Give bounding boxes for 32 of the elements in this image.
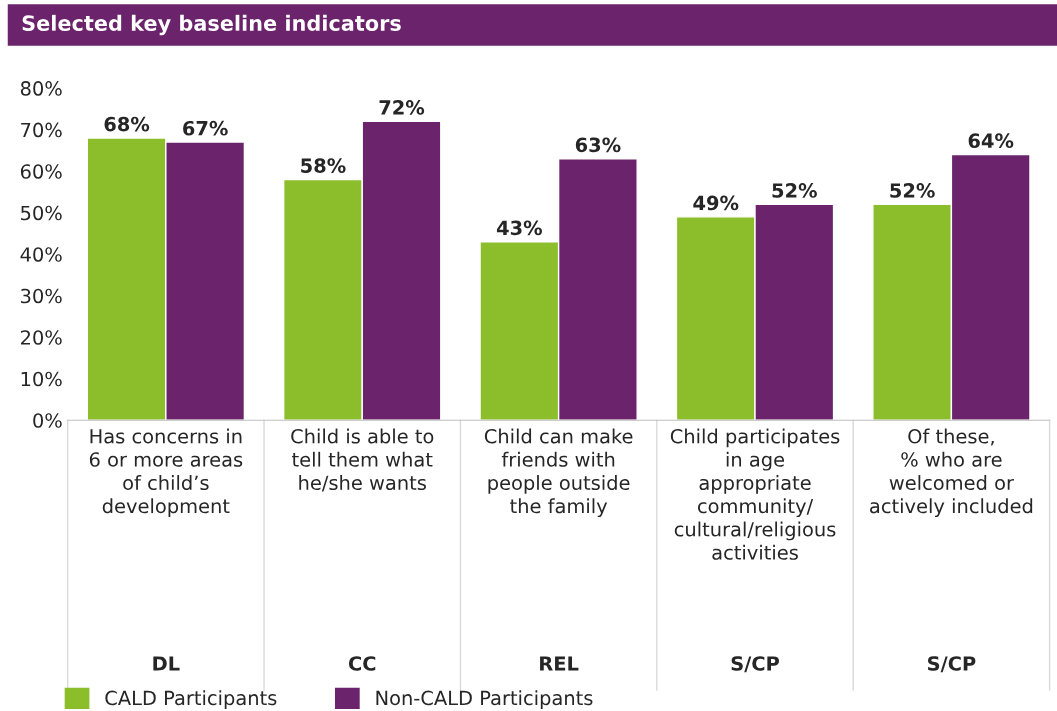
data-label: 68% — [104, 116, 150, 132]
data-label: 64% — [968, 133, 1014, 149]
text: CC — [348, 656, 376, 671]
data-label: 43% — [496, 220, 542, 236]
data-label: 49% — [693, 195, 739, 211]
text: DL — [153, 656, 180, 671]
y-tick-label: 70% — [21, 122, 62, 138]
text: REL — [540, 656, 579, 671]
y-tick-label: 30% — [21, 288, 62, 304]
x-tick-label: Child participates in age appropriate community/ cultural/religious activities — [670, 428, 840, 560]
x-tick-label: Has concerns in 6 or more areas of child’s development — [89, 428, 243, 518]
legend-label: CALD Participants — [105, 690, 277, 710]
y-tick-label: 20% — [20, 330, 62, 345]
data-label: 58% — [301, 158, 346, 173]
y-tick-label: 60% — [20, 164, 62, 179]
data-label: 52% — [772, 183, 817, 198]
data-label: 72% — [379, 100, 425, 115]
data-label: 52% — [890, 183, 935, 198]
data-label: 63% — [575, 137, 621, 153]
chart-title: Selected key baseline indicators — [22, 14, 401, 36]
x-tick-label: Of these, % who are welcomed or actively included — [870, 428, 1033, 518]
y-tick-label: 40% — [20, 247, 62, 262]
x-tick-label: Child is able to tell them what he/she wants — [291, 428, 434, 492]
x-tick-label: Child can make friends with people outside the family — [484, 428, 633, 518]
y-tick-label: 50% — [21, 205, 62, 221]
data-label: 67% — [183, 120, 228, 136]
y-tick-label: 10% — [21, 371, 62, 387]
text: S/CP — [927, 656, 976, 673]
y-tick-label: 0% — [33, 413, 62, 428]
legend-label: Non-CALD Participants — [376, 690, 593, 710]
y-tick-label: 80% — [20, 81, 62, 96]
text: S/CP — [731, 656, 780, 673]
